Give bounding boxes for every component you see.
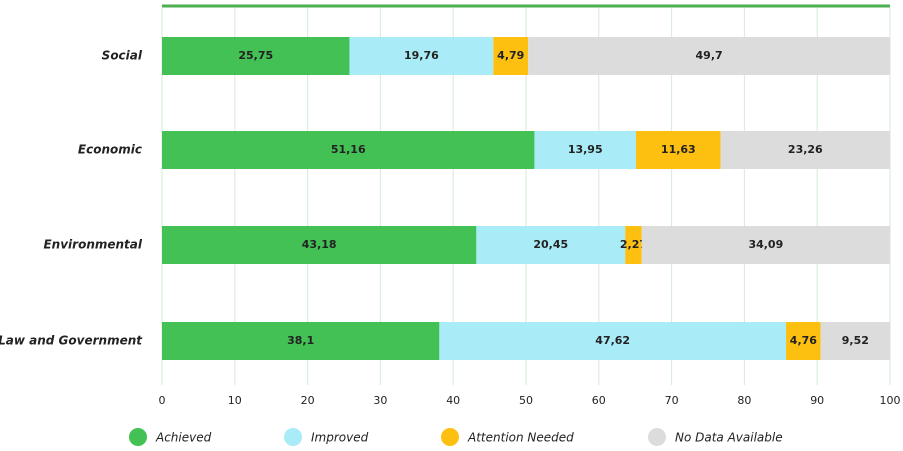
bar-segment [720,131,890,169]
data-label: 38,1 [287,334,314,347]
bar-segment [493,37,529,75]
bar-segment [349,37,494,75]
x-tick-label: 50 [519,394,533,407]
x-tick-label: 100 [880,394,901,407]
bar-segment [476,226,626,264]
data-label: 2,27 [620,238,647,251]
data-label: 47,62 [595,334,630,347]
legend-label: Improved [311,431,369,445]
data-label: 43,18 [302,238,337,251]
bar-segment [636,131,721,169]
data-label: 20,45 [533,238,568,251]
legend-swatch [129,428,147,446]
bar-segment [820,322,890,360]
legend-label: No Data Available [675,431,783,445]
category-label: Social [102,49,143,63]
data-label: 51,16 [331,143,366,156]
bar-segment [641,226,890,264]
bar-segment [162,322,440,360]
legend-swatch [648,428,666,446]
x-tick-label: 80 [737,394,751,407]
x-tick-label: 10 [228,394,242,407]
bar-segment [528,37,890,75]
x-tick-label: 30 [373,394,387,407]
x-tick-label: 90 [810,394,824,407]
data-label: 13,95 [568,143,603,156]
data-label: 4,79 [497,49,524,62]
data-label: 34,09 [748,238,783,251]
data-label: 11,63 [661,143,696,156]
data-label: 49,7 [696,49,723,62]
bar-segment [439,322,787,360]
bar-segment [534,131,637,169]
legend-swatch [441,428,459,446]
bar-segment [162,131,535,169]
data-label: 23,26 [788,143,823,156]
category-label: Environmental [43,238,142,252]
legend-label: Achieved [155,431,212,445]
bar-segment [162,37,350,75]
x-tick-label: 20 [301,394,315,407]
bar-segment [625,226,642,264]
x-tick-label: 0 [159,394,166,407]
data-label: 19,76 [404,49,439,62]
data-label: 4,76 [790,334,817,347]
bar-segment [162,226,477,264]
legend-swatch [284,428,302,446]
category-label: Economic [78,143,142,157]
legend-label: Attention Needed [467,431,574,445]
data-label: 25,75 [238,49,273,62]
data-label: 9,52 [842,334,869,347]
category-label: Law and Government [0,334,143,348]
x-tick-label: 70 [665,394,679,407]
x-tick-label: 40 [446,394,460,407]
x-tick-label: 60 [592,394,606,407]
bar-segment [786,322,821,360]
